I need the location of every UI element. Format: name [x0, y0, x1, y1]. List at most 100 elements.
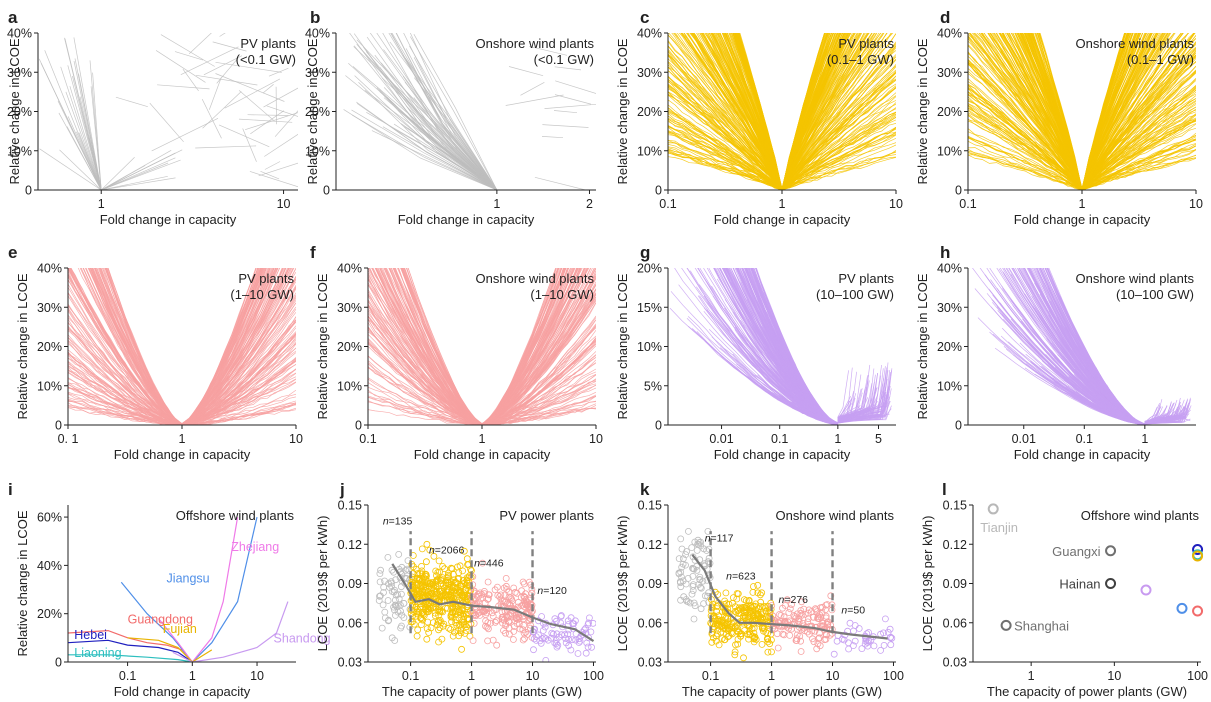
data-point — [682, 580, 690, 588]
curve — [100, 268, 183, 425]
data-point — [870, 642, 878, 650]
points-group-0 — [375, 551, 414, 644]
x-tick-label: 100 — [583, 669, 604, 683]
panel-letter: k — [640, 480, 650, 499]
data-point — [397, 607, 404, 615]
points-group-2 — [768, 592, 836, 655]
x-axis-label: Fold change in capacity — [714, 447, 851, 462]
curve — [1039, 33, 1083, 190]
data-point — [677, 583, 685, 591]
data-point — [423, 635, 431, 643]
curve — [781, 33, 896, 190]
data-point — [549, 630, 557, 638]
data-point — [505, 630, 513, 638]
data-point — [752, 606, 760, 614]
y-tick-label: 30% — [637, 66, 662, 80]
curve — [68, 407, 183, 425]
curve — [998, 33, 1083, 190]
data-point — [461, 630, 469, 637]
panel-subtitle: (0.1–1 GW) — [1127, 52, 1194, 67]
data-point — [764, 638, 772, 646]
data-point — [779, 630, 787, 638]
data-point — [439, 563, 447, 570]
curve-scatter — [244, 112, 298, 131]
panel-i: Guangdong Hebei Liaoning Jiangsu Zhejiang Fuj… — [8, 480, 331, 699]
y-axis-label: Relative change in LCOE — [7, 38, 22, 184]
curve-left — [754, 309, 838, 425]
data-point — [752, 636, 760, 643]
data-point — [579, 631, 587, 638]
curve — [1027, 33, 1083, 190]
curve — [968, 68, 1083, 190]
curve — [68, 369, 183, 425]
data-point — [435, 638, 443, 646]
curve-right — [520, 81, 545, 96]
plot-area-d — [968, 33, 1196, 190]
curve — [95, 268, 183, 425]
curve — [1081, 33, 1176, 190]
curve — [781, 33, 831, 190]
curve — [968, 104, 1083, 190]
data-point — [757, 591, 764, 599]
data-point — [730, 594, 737, 601]
curve — [668, 132, 783, 190]
y-axis-label: Relative change in LCOE — [615, 38, 630, 184]
series-line-jiangsu — [120, 516, 258, 662]
data-point — [444, 571, 452, 579]
data-point — [814, 613, 822, 620]
data-point — [436, 624, 444, 632]
data-point — [758, 625, 766, 632]
data-point — [380, 583, 388, 591]
curve-scatter — [260, 170, 280, 180]
curve — [781, 33, 885, 190]
curve — [738, 33, 783, 189]
series-lines-h — [972, 268, 1192, 425]
data-point — [452, 619, 460, 627]
curve — [393, 268, 483, 424]
data-point — [801, 611, 809, 618]
panel-d: 0.1 1 10 0 10% 20% 30% 40% Fold change in capaci… — [915, 8, 1203, 227]
curve-right — [837, 372, 879, 422]
curve — [481, 268, 585, 425]
curve — [673, 33, 783, 190]
curve — [1081, 106, 1196, 190]
curve — [668, 34, 783, 190]
data-point — [426, 546, 434, 554]
data-point — [454, 627, 462, 635]
data-point — [476, 612, 484, 619]
data-point — [758, 589, 766, 597]
curve-left — [409, 33, 498, 190]
trend-line — [691, 554, 888, 640]
data-point — [432, 603, 440, 611]
series-label-hebei: Hebei — [74, 628, 107, 642]
curve-right — [544, 103, 596, 109]
series-line-fujian — [127, 637, 213, 662]
plot-area-a — [38, 33, 298, 190]
curve — [668, 85, 783, 190]
data-point — [463, 623, 471, 631]
plot-area-e — [68, 268, 296, 425]
curve-left — [382, 33, 498, 190]
curve — [1081, 55, 1196, 190]
data-point — [754, 581, 762, 589]
data-point — [497, 595, 505, 603]
panel-letter: i — [8, 480, 13, 499]
curve-left — [979, 268, 1145, 425]
curve — [70, 268, 183, 425]
curve — [781, 78, 896, 190]
group-count-value: =50 — [847, 605, 865, 617]
data-point — [574, 650, 582, 657]
panel-letter: g — [640, 243, 650, 262]
curve — [733, 33, 783, 190]
data-point — [542, 657, 550, 662]
data-point — [390, 606, 398, 614]
data-point — [697, 583, 704, 591]
y-tick-label: 20% — [637, 262, 662, 276]
data-point — [408, 601, 416, 609]
curve — [388, 268, 483, 425]
curve-left — [366, 36, 498, 190]
curve — [68, 353, 183, 425]
x-tick-label: 10 — [289, 432, 303, 446]
curve — [781, 123, 896, 190]
curve — [968, 91, 1083, 190]
